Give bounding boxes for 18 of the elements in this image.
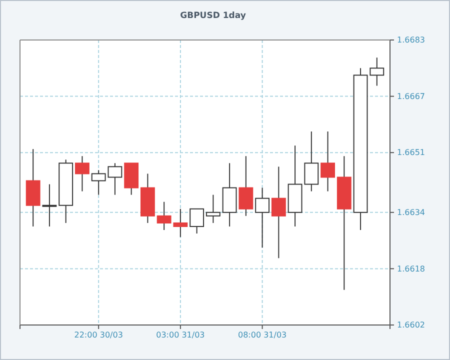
y-tick-label: 1.6683 xyxy=(397,36,425,45)
candlestick xyxy=(271,166,286,259)
candlestick xyxy=(320,130,335,192)
x-tick-label: 03:00 31/03 xyxy=(156,330,205,340)
y-tick-label: 1.6618 xyxy=(397,264,425,274)
y-tick-label: 1.6634 xyxy=(397,208,425,217)
y-tick-label: 1.6651 xyxy=(397,148,425,158)
candlestick xyxy=(42,184,57,227)
candlestick xyxy=(255,187,270,248)
y-tick-label: 1.6602 xyxy=(397,320,425,330)
candlestick xyxy=(370,57,384,86)
y-tick-label: 1.6667 xyxy=(397,92,425,101)
candlestick xyxy=(75,156,90,192)
chart-title: GBPUSD 1day xyxy=(180,11,246,21)
candlestick xyxy=(190,208,204,234)
x-tick-label: 22:00 30/03 xyxy=(74,330,123,340)
candlestick xyxy=(206,194,220,224)
x-tick-label: 08:00 31/03 xyxy=(238,330,287,340)
